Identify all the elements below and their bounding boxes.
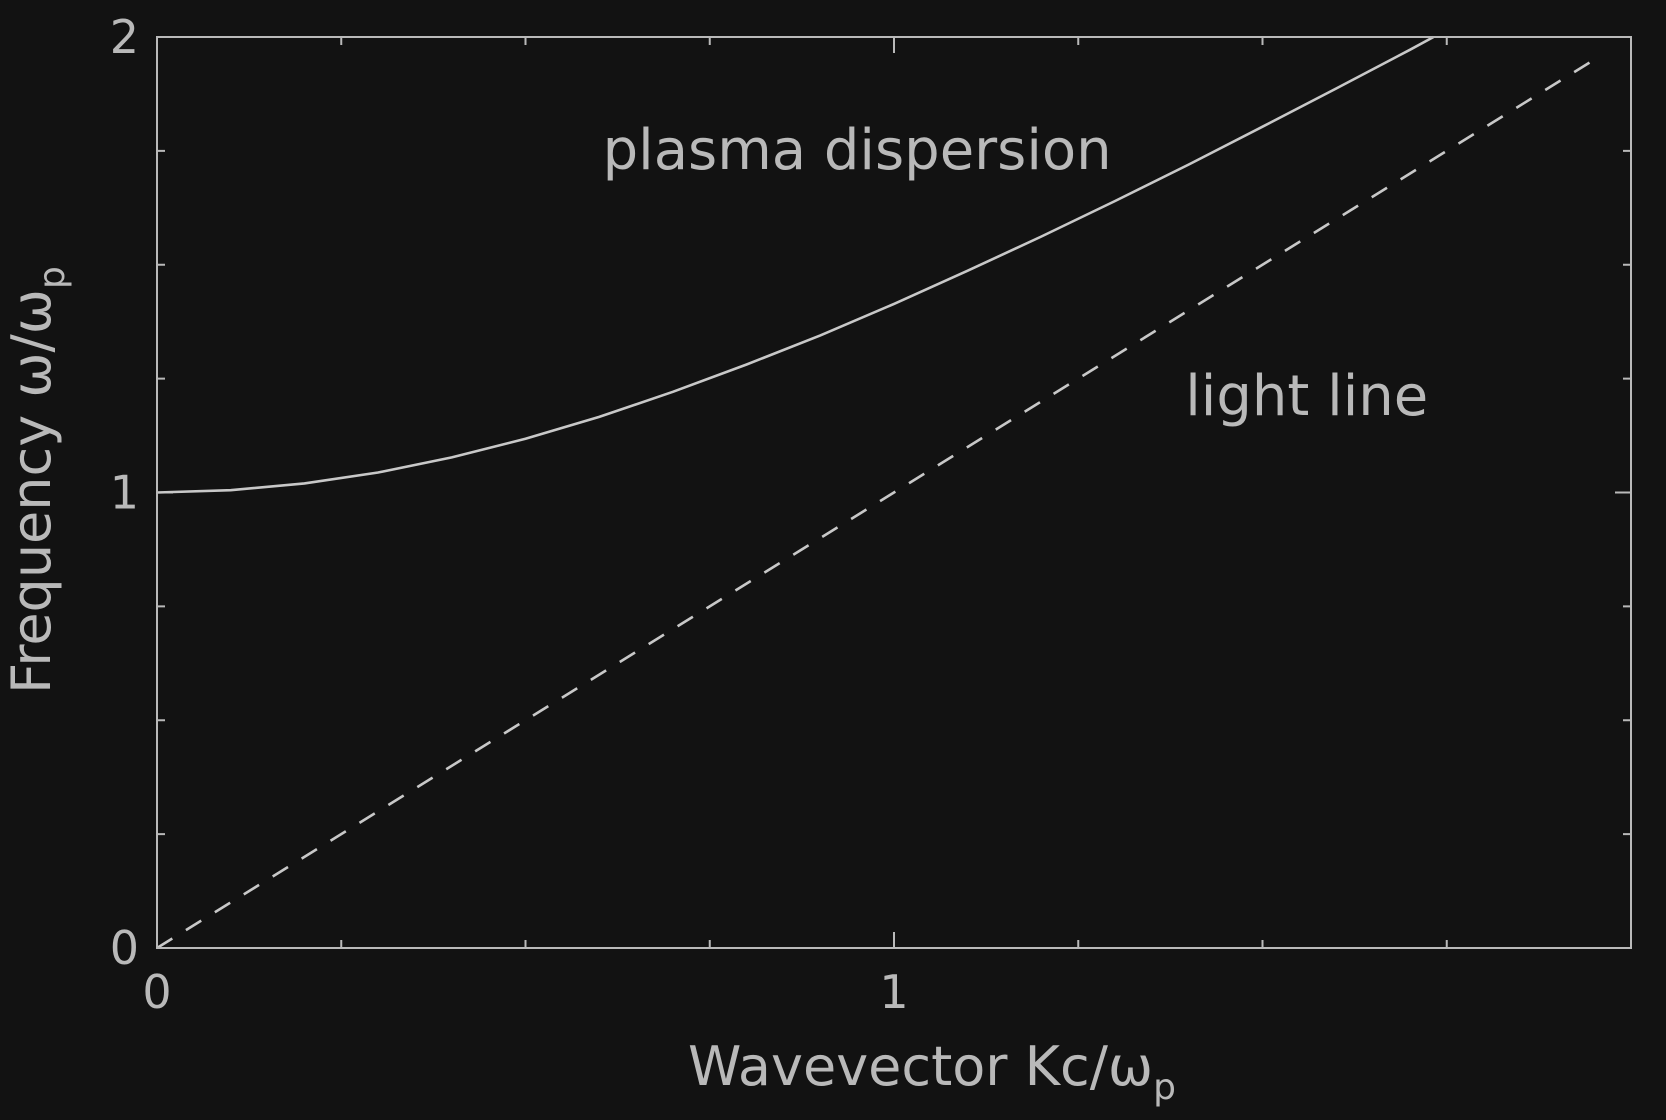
series-line-light-line <box>156 54 1603 950</box>
plot-frame <box>156 36 1632 949</box>
y-axis-title-main: Frequency ω/ω <box>0 289 63 694</box>
annotation-plasma-dispersion: plasma dispersion <box>603 118 1112 183</box>
x-tick-label: 0 <box>142 965 171 1019</box>
labels-group: 0 1 0 1 2 plasma dispersion light line <box>110 10 1428 1019</box>
y-tick-label: 0 <box>110 921 139 975</box>
y-tick-label: 1 <box>110 466 139 520</box>
x-axis-title: Wavevector Kc/ωp <box>688 1035 1176 1108</box>
x-axis-title-main: Wavevector Kc/ω <box>688 1035 1153 1098</box>
y-axis-title: Frequency ω/ωp <box>0 266 73 694</box>
annotation-light-line: light line <box>1185 364 1428 429</box>
x-tick-label: 1 <box>879 965 908 1019</box>
x-axis-title-subscript: p <box>1153 1067 1176 1108</box>
y-tick-label: 2 <box>110 10 139 64</box>
y-axis-title-subscript: p <box>32 266 73 289</box>
series-group <box>156 35 1603 950</box>
series-line-plasma-dispersion <box>156 35 1435 494</box>
